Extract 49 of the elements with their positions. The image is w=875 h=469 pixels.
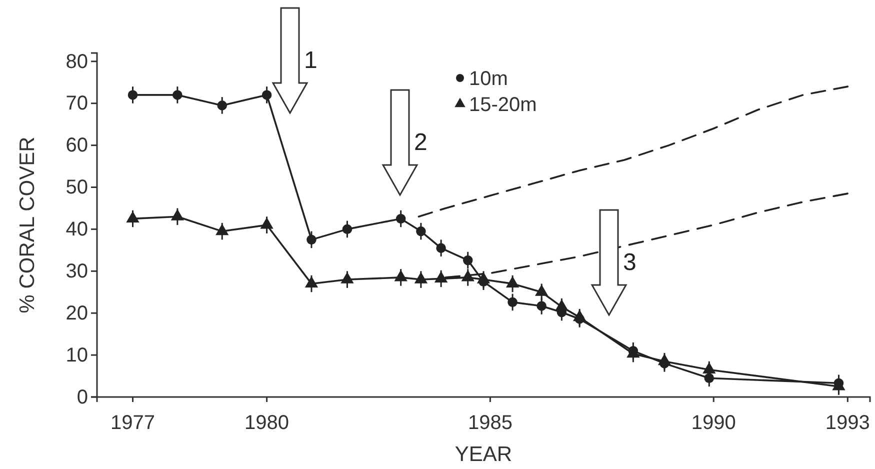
point — [436, 243, 446, 253]
legend-label: 15-20m — [469, 94, 537, 116]
point — [126, 211, 140, 223]
point — [572, 310, 586, 322]
x-tick-label: 1980 — [244, 412, 290, 434]
point — [555, 299, 568, 311]
annotation: 1 — [304, 47, 318, 74]
y-tick-label: 30 — [66, 260, 88, 283]
y-tick-label: 20 — [66, 302, 88, 324]
y-tick-label: 10 — [66, 344, 88, 366]
point — [396, 214, 406, 224]
point — [434, 271, 448, 282]
point — [702, 362, 716, 374]
x-axis-title: YEAR — [454, 443, 512, 466]
point — [462, 255, 473, 266]
point — [536, 301, 546, 311]
x-tick-label: 1990 — [691, 412, 736, 434]
x-tick-label: 1977 — [110, 412, 155, 434]
point — [535, 284, 548, 296]
point — [217, 100, 227, 110]
point — [304, 276, 318, 288]
point — [414, 272, 428, 284]
point — [416, 226, 426, 236]
point — [340, 272, 354, 284]
point — [476, 272, 490, 284]
y-tick-label: 70 — [66, 92, 88, 115]
point — [172, 90, 182, 100]
y-tick-label: 50 — [66, 176, 88, 199]
y-tick-label: 0 — [76, 386, 88, 408]
y-tick-label: 80 — [66, 50, 88, 73]
y-tick-label: 40 — [66, 218, 88, 241]
x-tick-label: 1985 — [468, 412, 512, 434]
point — [506, 276, 520, 288]
annotation: 3 — [623, 249, 636, 276]
point — [342, 224, 352, 234]
point — [306, 234, 316, 245]
y-tick-label: 60 — [66, 134, 88, 157]
point — [394, 270, 408, 282]
point — [260, 217, 274, 229]
point — [128, 90, 138, 100]
point — [216, 224, 229, 236]
point — [170, 209, 184, 220]
legend-label: 10m — [469, 68, 508, 90]
point — [262, 90, 272, 100]
annotation: 2 — [414, 129, 428, 156]
point — [658, 354, 672, 366]
x-tick-label: 1993 — [825, 412, 870, 434]
y-axis-title: % CORAL COVER — [16, 136, 39, 314]
point — [508, 297, 518, 308]
